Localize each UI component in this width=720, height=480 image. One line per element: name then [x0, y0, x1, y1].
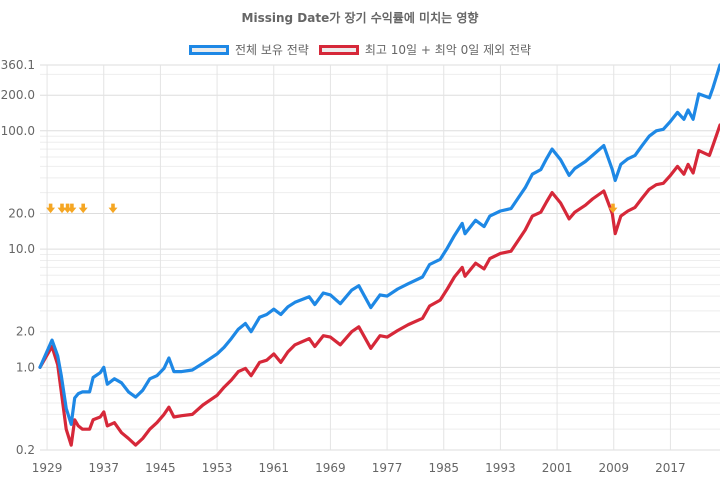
x-tick-label: 2009: [598, 461, 629, 475]
x-tick-label: 1961: [258, 461, 289, 475]
series-line-missing-days: [38, 123, 720, 447]
legend: 전체 보유 전략 최고 10일 + 최악 0일 제외 전략: [0, 41, 720, 58]
legend-label-missing-days: 최고 10일 + 최악 0일 제외 전략: [364, 43, 532, 57]
x-tick-label: 2001: [542, 461, 573, 475]
x-tick-label: 1937: [88, 461, 119, 475]
x-tick-label: 1969: [315, 461, 346, 475]
y-tick-label: 1.0: [16, 360, 35, 374]
legend-label-buy-and-hold: 전체 보유 전략: [234, 43, 309, 57]
y-tick-label: 360.1: [1, 58, 35, 72]
chart-title: Missing Date가 장기 수익률에 미치는 영향: [241, 11, 479, 25]
y-tick-label: 20.0: [8, 206, 35, 220]
y-tick-label: 200.0: [1, 88, 35, 102]
x-tick-label: 1929: [32, 461, 63, 475]
marker-arrow-icon: [67, 203, 77, 214]
x-tick-label: 1985: [428, 461, 459, 475]
legend-item-buy-and-hold[interactable]: 전체 보유 전략: [188, 41, 309, 58]
x-tick-label: 1945: [145, 461, 176, 475]
series-line-buy-and-hold: [38, 63, 720, 426]
y-tick-label: 100.0: [1, 124, 35, 138]
marker-arrow-icon: [108, 203, 118, 214]
marker-arrow-icon: [46, 203, 56, 214]
legend-item-missing-days[interactable]: 최고 10일 + 최악 0일 제외 전략: [318, 41, 532, 58]
y-tick-label: 2.0: [16, 325, 35, 339]
y-tick-label: 10.0: [8, 242, 35, 256]
x-tick-label: 2017: [655, 461, 686, 475]
legend-swatch-buy-and-hold: [188, 44, 229, 55]
marker-arrow-icon: [78, 203, 88, 214]
x-tick-label: 1977: [372, 461, 403, 475]
legend-swatch-missing-days: [318, 44, 359, 55]
x-tick-label: 1953: [202, 461, 233, 475]
marker-arrow-icon: [57, 203, 67, 214]
marker-arrow-icon: [63, 203, 73, 214]
marker-arrow-icon: [608, 203, 618, 214]
x-tick-label: 1993: [485, 461, 516, 475]
y-tick-label: 0.2: [16, 443, 35, 457]
